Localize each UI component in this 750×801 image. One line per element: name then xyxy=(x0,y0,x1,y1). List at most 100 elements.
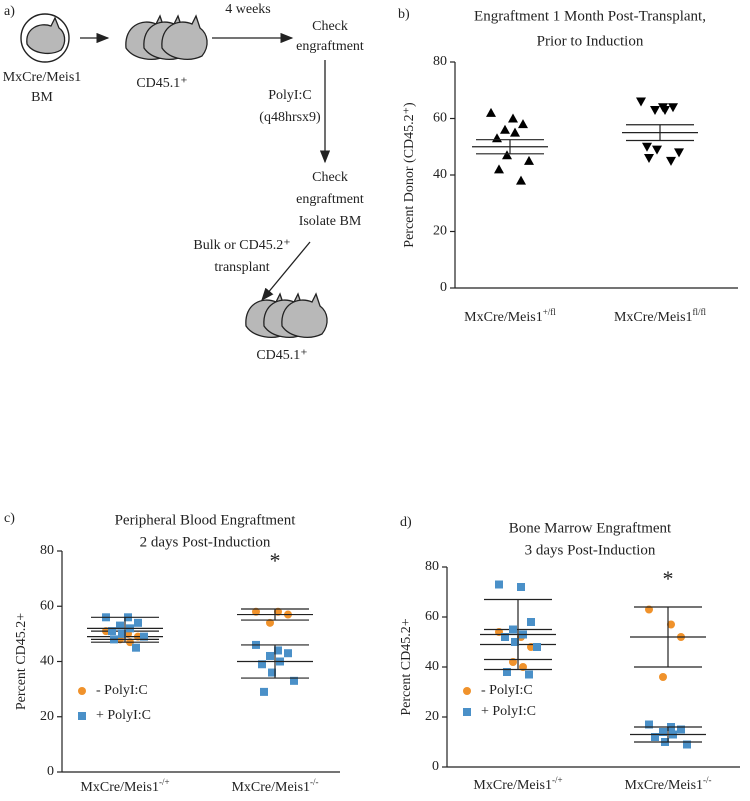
point xyxy=(659,673,667,681)
x-tick-label: MxCre/Meis1-/- xyxy=(624,775,711,793)
recipient-mice xyxy=(245,292,328,338)
point xyxy=(525,670,533,679)
point xyxy=(674,148,684,158)
legend-marker xyxy=(463,687,471,695)
panel-label: b) xyxy=(398,7,410,22)
label: BM xyxy=(31,90,53,105)
point xyxy=(651,733,659,741)
y-tick-label: 80 xyxy=(425,559,439,574)
y-tick-label: 40 xyxy=(433,167,447,182)
label: 4 weeks xyxy=(225,2,271,17)
y-tick-label: 80 xyxy=(40,543,54,558)
y-tick-label: 20 xyxy=(40,709,54,724)
point xyxy=(659,728,667,736)
category-superscript: -/- xyxy=(703,775,712,785)
point xyxy=(533,643,541,651)
point xyxy=(518,119,528,129)
chart-title: 3 days Post-Induction xyxy=(525,542,656,558)
point xyxy=(508,113,518,123)
x-tick-label: MxCre/Meis1-/- xyxy=(231,777,318,795)
annotation: * xyxy=(270,548,281,573)
point xyxy=(645,720,653,729)
point xyxy=(677,725,685,734)
point xyxy=(108,627,116,636)
y-tick-label: 60 xyxy=(433,111,447,126)
point xyxy=(290,676,298,685)
y-tick-label: 40 xyxy=(425,659,439,674)
y-tick-label: 0 xyxy=(47,764,54,779)
point xyxy=(527,618,535,626)
category-name: MxCre/Meis1 xyxy=(231,780,310,795)
donor-mouse xyxy=(20,13,70,63)
x-tick-label: MxCre/Meis1-/+ xyxy=(80,777,169,795)
point xyxy=(510,127,520,137)
point xyxy=(494,164,504,174)
category-name: MxCre/Meis1 xyxy=(80,780,159,795)
point xyxy=(667,620,675,629)
point xyxy=(266,618,274,627)
panel-label: d) xyxy=(400,515,412,530)
point xyxy=(511,638,519,646)
category-superscript: +/fl xyxy=(543,307,557,317)
y-axis-label: Percent Donor (CD45.2⁺) xyxy=(402,102,417,248)
y-axis-label: Percent CD45.2+ xyxy=(399,618,414,715)
point xyxy=(502,150,512,160)
y-tick-label: 80 xyxy=(433,54,447,69)
y-tick-label: 20 xyxy=(425,709,439,724)
panel-label: c) xyxy=(4,511,15,526)
legend-label: + PolyI:C xyxy=(481,704,536,719)
label: engraftment xyxy=(296,192,364,207)
arrow xyxy=(261,241,311,302)
chart-title: 2 days Post-Induction xyxy=(140,534,271,550)
point xyxy=(116,621,124,630)
label: MxCre/Meis1 xyxy=(3,70,82,85)
point xyxy=(500,124,510,134)
category-name: MxCre/Meis1 xyxy=(614,310,693,325)
x-tick-label: MxCre/Meis1fl/fl xyxy=(614,307,707,325)
point xyxy=(258,660,266,669)
point xyxy=(274,646,282,655)
point xyxy=(140,632,148,641)
label: Bulk or CD45.2⁺ xyxy=(193,238,290,253)
label: Check xyxy=(312,19,348,34)
y-tick-label: 60 xyxy=(40,598,54,613)
point xyxy=(652,145,662,155)
point xyxy=(252,607,260,616)
point xyxy=(266,651,274,660)
point xyxy=(683,740,691,749)
point xyxy=(486,107,496,117)
chart-title: Peripheral Blood Engraftment xyxy=(115,512,297,528)
chart-title: Bone Marrow Engraftment xyxy=(509,520,672,536)
label: PolyI:C xyxy=(268,88,312,103)
point xyxy=(509,625,517,634)
panel-label: a) xyxy=(4,4,15,19)
point xyxy=(284,649,292,658)
label: (q48hrsx9) xyxy=(259,110,321,125)
label: transplant xyxy=(214,260,269,275)
label: Check xyxy=(312,170,348,185)
y-tick-label: 0 xyxy=(440,280,447,295)
point xyxy=(650,106,660,116)
point xyxy=(274,607,282,616)
y-tick-label: 40 xyxy=(40,654,54,669)
point xyxy=(644,154,654,164)
x-tick-label: MxCre/Meis1+/fl xyxy=(464,307,556,325)
point xyxy=(132,643,140,652)
label: CD45.1⁺ xyxy=(256,348,307,363)
point xyxy=(517,583,525,591)
y-tick-label: 60 xyxy=(425,609,439,624)
recipient-mice xyxy=(125,14,208,60)
category-superscript: fl/fl xyxy=(693,307,707,317)
x-tick-label: MxCre/Meis1-/+ xyxy=(473,775,562,793)
diagram: a) MxCre/Meis1 BM CD45.1⁺ 4 weeks Check … xyxy=(3,2,364,363)
point xyxy=(260,687,268,696)
label: Isolate BM xyxy=(299,214,362,229)
chart-title: Prior to Induction xyxy=(537,33,644,49)
point xyxy=(516,175,526,185)
point xyxy=(134,618,142,627)
point xyxy=(636,97,646,107)
legend-marker xyxy=(78,712,86,720)
y-axis-label: Percent CD45.2+ xyxy=(14,613,29,710)
legend-marker xyxy=(78,687,86,695)
